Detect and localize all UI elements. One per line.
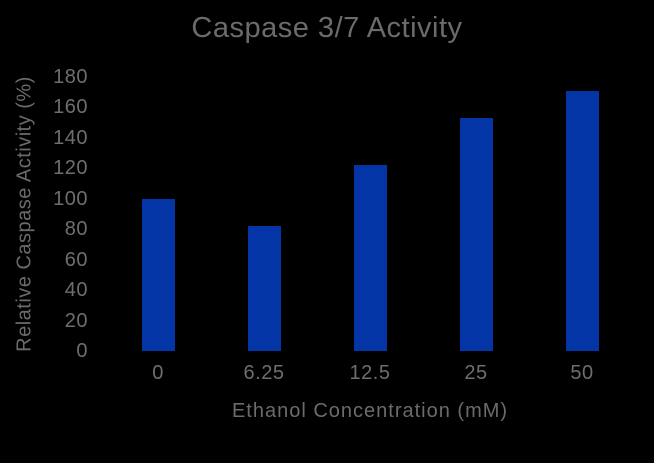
x-tick-label-25: 25 — [464, 362, 488, 384]
x-tick-label-50: 50 — [570, 362, 594, 384]
x-tick-label-0: 0 — [152, 362, 164, 384]
x-axis-label: Ethanol Concentration (mM) — [231, 400, 509, 422]
y-tick-label-140: 140 — [53, 126, 88, 149]
y-tick-label-60: 60 — [64, 248, 88, 271]
x-axis-tick-labels: 0 6.25 12.5 25 50 — [105, 363, 635, 383]
y-tick-label-0: 0 — [76, 340, 88, 362]
y-tick-label-80: 80 — [64, 218, 88, 241]
y-tick-label-40: 40 — [64, 279, 88, 302]
y-tick-label-20: 20 — [64, 309, 88, 332]
bar-12.5mM — [353, 165, 387, 351]
bar-6.25mM — [247, 226, 281, 351]
y-tick-label-180: 180 — [53, 66, 88, 88]
x-tick-label-6.25: 6.25 — [243, 362, 285, 384]
y-tick-label-100: 100 — [53, 187, 88, 210]
bar-0mM — [141, 198, 175, 351]
y-tick-label-120: 120 — [53, 157, 88, 180]
chart-title: Caspase 3/7 Activity — [191, 12, 463, 44]
bar-50mM — [565, 90, 599, 351]
x-tick-label-12.5: 12.5 — [349, 362, 391, 384]
y-tick-label-160: 160 — [53, 96, 88, 119]
y-axis-tick-labels: 0 20 40 60 80 100 120 140 160 180 — [0, 67, 88, 361]
bar-25mM — [459, 118, 493, 351]
plot-area — [105, 77, 635, 351]
